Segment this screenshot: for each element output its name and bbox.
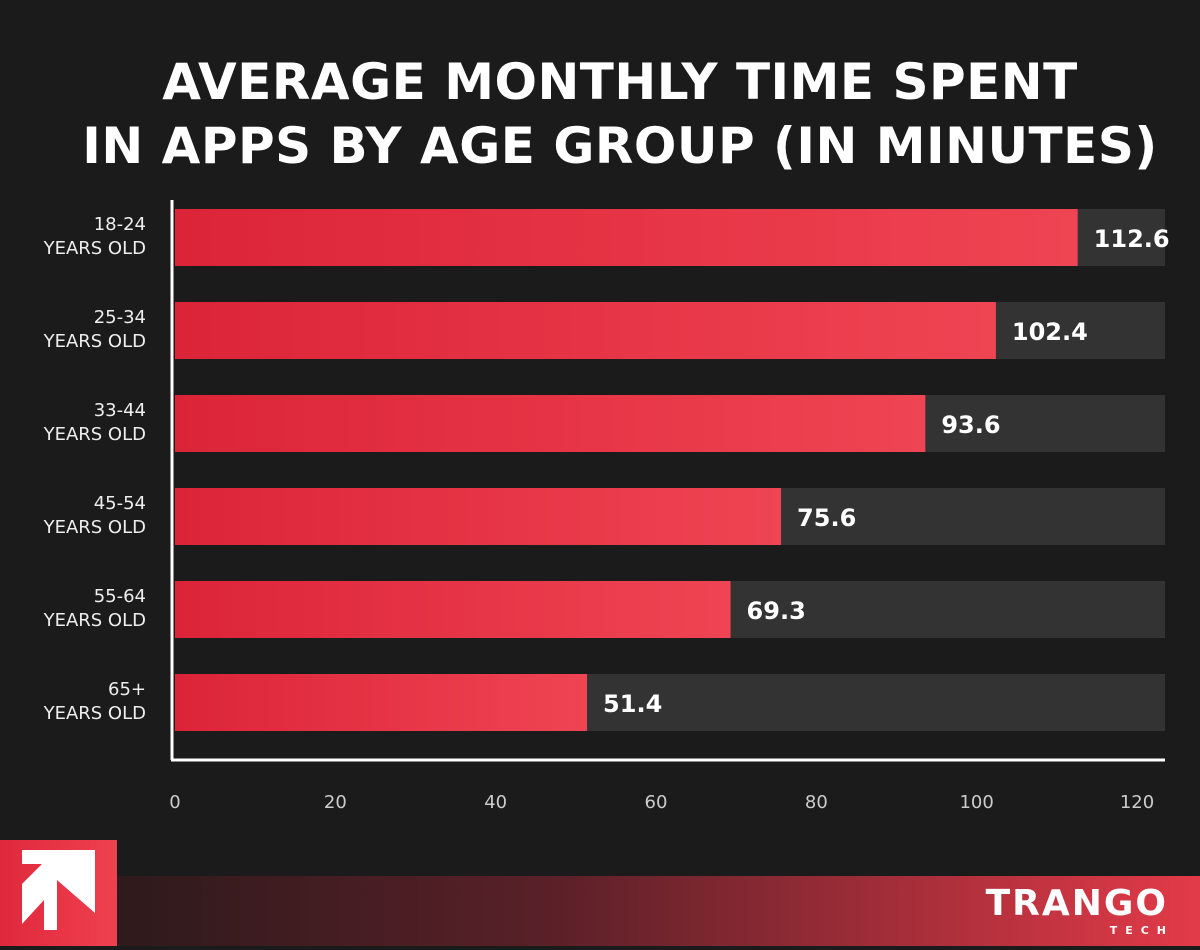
x-tick-label: 80 [805, 792, 828, 813]
data-label: 51.4 [603, 690, 662, 718]
title-line-2: IN APPS BY AGE GROUP (IN MINUTES) [82, 117, 1158, 175]
bar [175, 488, 782, 545]
bar [175, 581, 731, 638]
data-label: 102.4 [1012, 318, 1088, 346]
bar [175, 395, 926, 452]
footer-band [117, 876, 1200, 946]
category-label: 45-54 YEARS OLD [43, 493, 146, 538]
category-label: 33-44 YEARS OLD [43, 400, 146, 445]
x-tick-label: 60 [645, 792, 668, 813]
brand-name: TRANGO [985, 883, 1168, 924]
category-label: 65+ YEARS OLD [43, 679, 146, 724]
data-label: 112.6 [1094, 225, 1170, 253]
bar [175, 302, 996, 359]
logo-arrow-icon [0, 840, 117, 946]
x-tick-label: 100 [959, 792, 993, 813]
x-tick-label: 40 [484, 792, 507, 813]
x-tick-label: 120 [1120, 792, 1154, 813]
bar [175, 674, 588, 731]
x-tick-label: 0 [169, 792, 180, 813]
chart-title: AVERAGE MONTHLY TIME SPENT IN APPS BY AG… [0, 50, 1200, 178]
brand-logo: TRANGO TECH [985, 883, 1168, 938]
title-line-1: AVERAGE MONTHLY TIME SPENT [162, 53, 1078, 111]
data-label: 93.6 [941, 411, 1000, 439]
data-label: 69.3 [747, 597, 806, 625]
data-label: 75.6 [797, 504, 856, 532]
brand-sub: TECH [1109, 924, 1174, 937]
bar [175, 209, 1078, 266]
category-label: 55-64 YEARS OLD [43, 586, 146, 631]
category-label: 25-34 YEARS OLD [43, 307, 146, 352]
x-tick-label: 20 [324, 792, 347, 813]
category-label: 18-24 YEARS OLD [43, 214, 146, 259]
